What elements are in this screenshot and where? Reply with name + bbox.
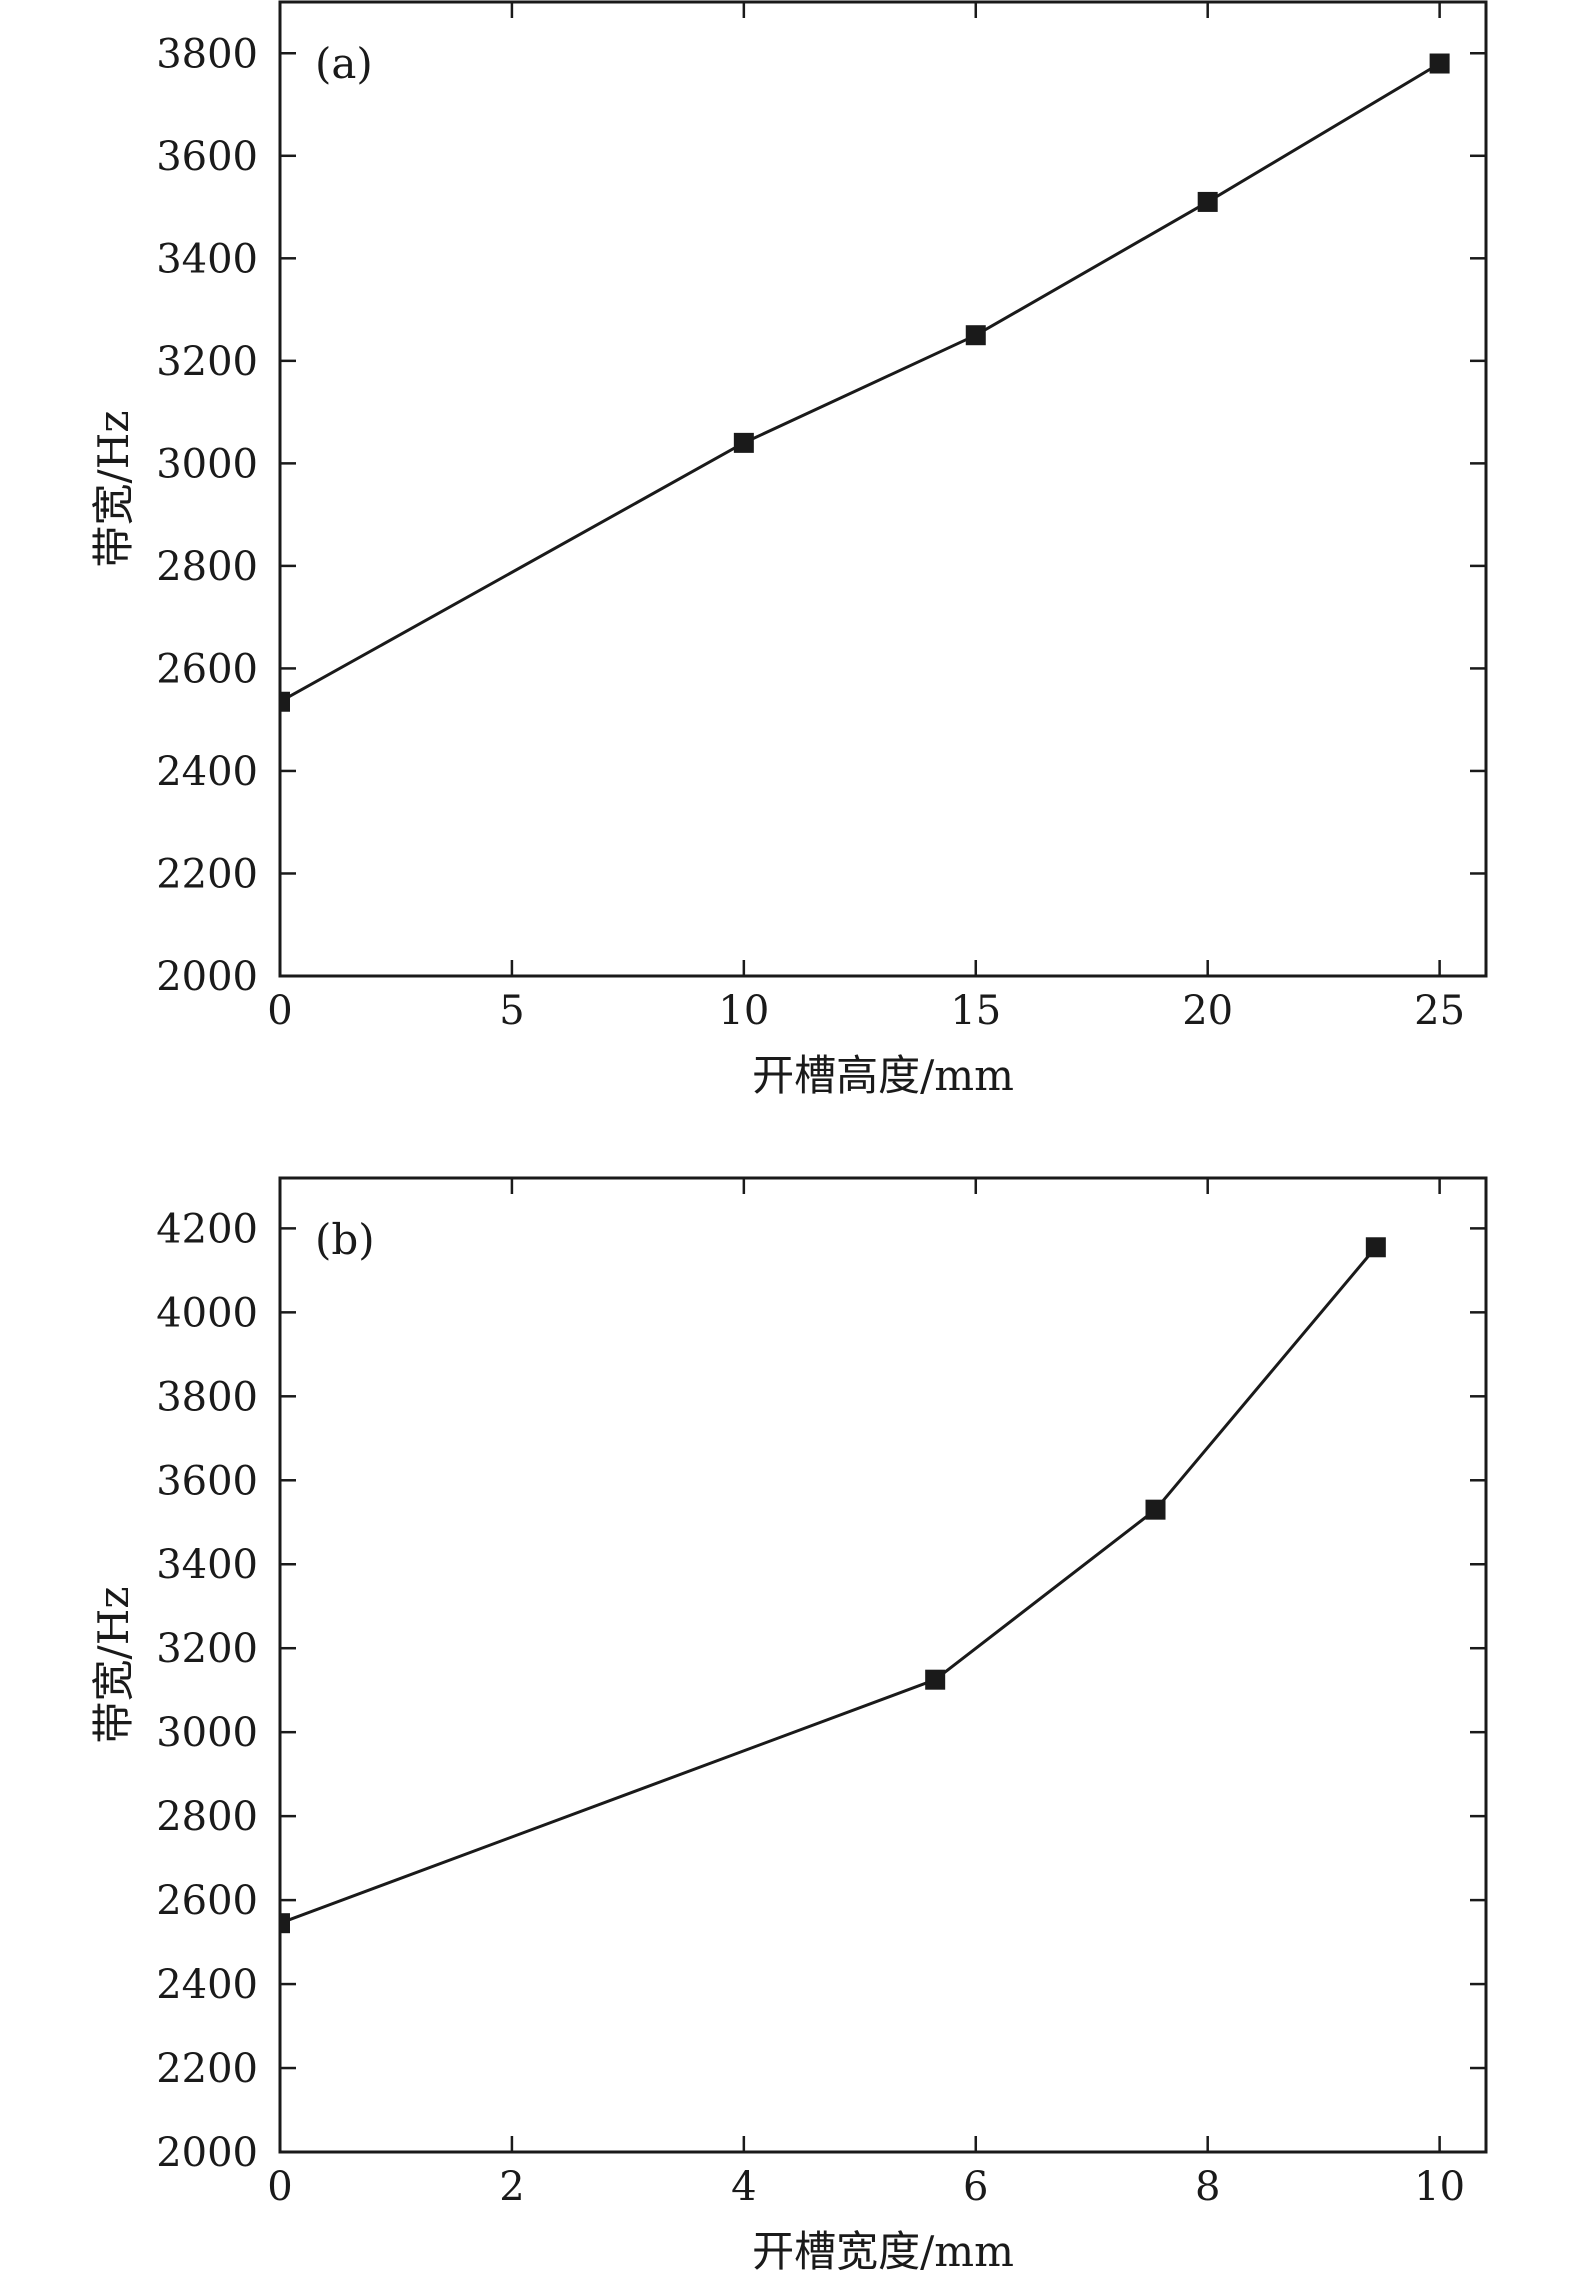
y-tick-label-b: 2800 (156, 1794, 258, 1840)
chart-b: 2000 2200 2400 2600 2800 3000 3200 3400 3600 3800… (89, 1176, 1488, 2276)
series-line-a (279, 62, 1441, 704)
y-tick-label-b: 2600 (156, 1878, 258, 1924)
y-tick-label-b: 2000 (156, 2130, 258, 2176)
data-point-b (280, 1913, 290, 1934)
plot-frame-a (278, 0, 1488, 978)
y-tick-label-a: 2200 (156, 851, 258, 897)
y-tick-label-b: 2200 (156, 2046, 258, 2092)
data-point-a (965, 325, 986, 346)
x-tick-label-b: 8 (1195, 2164, 1220, 2210)
series-b (279, 1237, 1386, 1934)
y-tick-label-b: 3200 (156, 1626, 258, 1672)
data-point-a (1429, 53, 1450, 74)
y-tick-label-b: 3800 (156, 1374, 258, 1420)
x-tick-label-a: 20 (1182, 988, 1233, 1034)
x-tick-label-a: 10 (718, 988, 769, 1034)
y-axis-a: 2000 2200 2400 2600 2800 3000 3200 3400 3600 3800 (156, 31, 1486, 1000)
data-point-a (280, 691, 290, 712)
data-point-a (1197, 191, 1218, 212)
x-tick-label-b: 0 (267, 2164, 292, 2210)
y-tick-label-a: 2400 (156, 749, 258, 795)
x-tick-label-b: 10 (1414, 2164, 1465, 2210)
x-tick-label-b: 2 (499, 2164, 524, 2210)
x-tick-label-a: 15 (950, 988, 1001, 1034)
x-axis-title-b: 开槽宽度/mm (752, 2227, 1014, 2276)
y-tick-label-a: 3800 (156, 31, 258, 77)
y-tick-label-b: 2400 (156, 1962, 258, 2008)
x-axis-a: 0 5 10 15 20 25 (267, 2, 1465, 1034)
y-tick-label-a: 2000 (156, 954, 258, 1000)
data-point-b (1145, 1499, 1166, 1520)
y-axis-title-b: 带宽/Hz (89, 1587, 138, 1744)
y-tick-label-a: 2800 (156, 544, 258, 590)
y-axis-b: 2000 2200 2400 2600 2800 3000 3200 3400 3600 3800… (156, 1206, 1486, 2176)
panel-label-a: (a) (315, 39, 373, 88)
y-tick-label-b: 3000 (156, 1710, 258, 1756)
series-line-b (279, 1246, 1377, 1925)
x-tick-label-b: 6 (963, 2164, 988, 2210)
data-point-b (1365, 1237, 1386, 1258)
x-axis-title-a: 开槽高度/mm (752, 1051, 1014, 1100)
panel-label-b: (b) (315, 1215, 375, 1264)
y-axis-title-a: 带宽/Hz (89, 411, 138, 568)
data-point-a (733, 432, 754, 453)
series-a (279, 53, 1450, 712)
x-axis-b: 0 2 4 6 8 10 (267, 1178, 1465, 2210)
data-point-b (925, 1669, 946, 1690)
x-tick-label-b: 4 (731, 2164, 756, 2210)
y-tick-label-b: 4200 (156, 1206, 258, 1252)
x-tick-label-a: 0 (267, 988, 292, 1034)
y-tick-label-a: 3600 (156, 134, 258, 180)
y-tick-label-b: 4000 (156, 1290, 258, 1336)
y-tick-label-a: 2600 (156, 646, 258, 692)
y-tick-label-a: 3400 (156, 236, 258, 282)
chart-a: 2000 2200 2400 2600 2800 3000 3200 3400 3600 3800… (89, 0, 1488, 1100)
x-tick-label-a: 5 (499, 988, 524, 1034)
x-tick-label-a: 25 (1414, 988, 1465, 1034)
y-tick-label-b: 3400 (156, 1542, 258, 1588)
y-tick-label-b: 3600 (156, 1458, 258, 1504)
plot-frame-b (278, 1176, 1488, 2154)
y-tick-label-a: 3000 (156, 441, 258, 487)
y-tick-label-a: 3200 (156, 339, 258, 385)
